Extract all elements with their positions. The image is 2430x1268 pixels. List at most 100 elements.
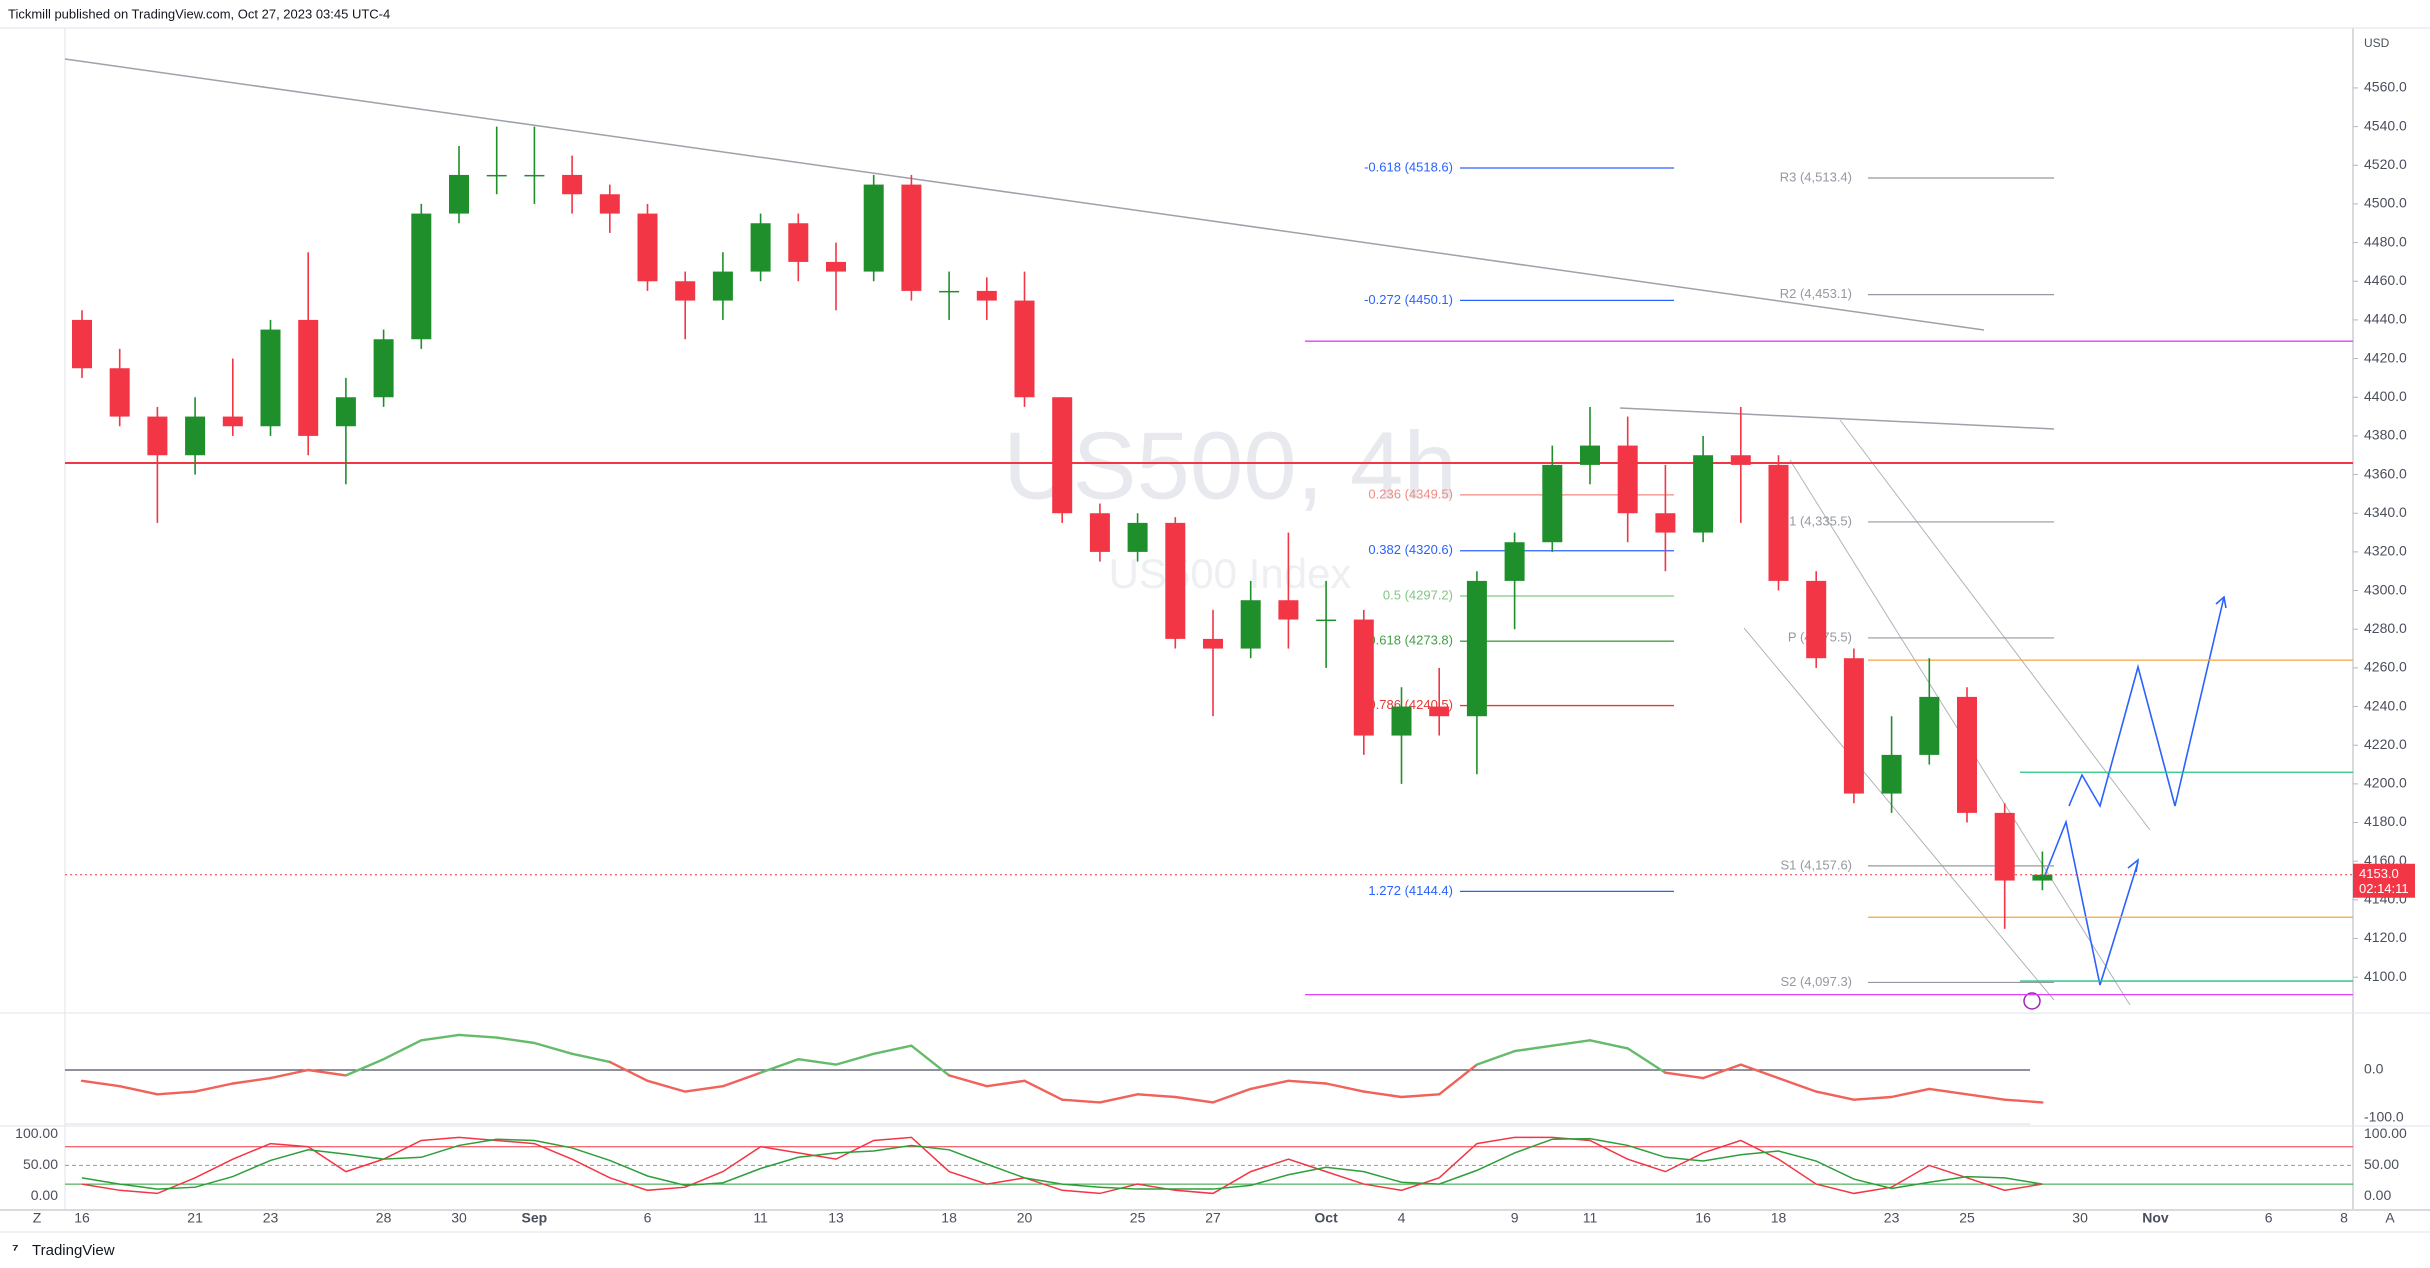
x-tick-label: 20: [1017, 1210, 1033, 1226]
candle-body: [637, 213, 658, 282]
candle-body: [901, 184, 922, 291]
candle-body: [1957, 696, 1977, 813]
candle-body: [599, 194, 620, 214]
y-tick-label: 4460.0: [2364, 272, 2407, 288]
x-tick-label: 30: [2072, 1210, 2088, 1226]
x-tick-label: 28: [376, 1210, 392, 1226]
y-tick-label: 4280.0: [2364, 620, 2407, 636]
candle-body: [1655, 513, 1676, 533]
watermark: US500, 4h: [1003, 412, 1457, 519]
fib-label: 0.236 (4349.5): [1368, 486, 1453, 501]
fib-label: -0.272 (4450.1): [1364, 292, 1453, 307]
candle-body: [411, 213, 432, 340]
pivot-label: R1 (4,335.5): [1780, 513, 1852, 528]
x-tick-label: 25: [1959, 1210, 1975, 1226]
candle-body: [1730, 455, 1751, 465]
y-tick-label: 50.00: [23, 1156, 58, 1172]
oscillator-segment: [1098, 1093, 1139, 1104]
candle-body: [1429, 706, 1450, 717]
y-tick-label: 100.00: [2364, 1125, 2407, 1141]
x-tick-label: 4: [1398, 1210, 1406, 1226]
oscillator-segment: [1777, 1076, 1818, 1093]
x-tick-label: 21: [187, 1210, 203, 1226]
trendline: [1619, 407, 2055, 430]
x-tick-label: 27: [1205, 1210, 1221, 1226]
oscillator-segment: [1023, 1079, 1064, 1101]
fib-label: 1.272 (4144.4): [1368, 883, 1453, 898]
candle-body: [1881, 754, 1902, 794]
x-tick-label: 8: [2340, 1210, 2348, 1226]
candle-body: [1994, 812, 2015, 881]
pivot-label: R3 (4,513.4): [1780, 169, 1852, 184]
footer: [0, 1233, 2430, 1268]
candle-body: [185, 416, 206, 456]
candle-body: [1014, 300, 1035, 398]
x-tick-label: 6: [644, 1210, 652, 1226]
pivot-label: S2 (4,097.3): [1780, 974, 1852, 989]
candle-body: [109, 368, 130, 417]
candle-body: [976, 290, 997, 301]
oscillator-segment: [910, 1044, 951, 1077]
x-tick-label: Nov: [2142, 1210, 2169, 1226]
y-tick-label: 4260.0: [2364, 659, 2407, 675]
candle-body: [298, 319, 319, 436]
y-tick-label: 4500.0: [2364, 195, 2407, 211]
oscillator-segment: [1287, 1079, 1328, 1085]
y-tick-label: 4380.0: [2364, 427, 2407, 443]
y-tick-label: 4320.0: [2364, 543, 2407, 559]
oscillator-segment: [344, 1057, 385, 1077]
y-tick-label: 4120.0: [2364, 929, 2407, 945]
y-tick-label: 4220.0: [2364, 736, 2407, 752]
button[interactable]: A: [2385, 1210, 2395, 1226]
x-tick-label: 18: [1771, 1210, 1787, 1226]
pivot-label: R2 (4,453.1): [1780, 286, 1852, 301]
oscillator-segment: [231, 1076, 272, 1085]
y-tick-label: 4360.0: [2364, 465, 2407, 481]
x-tick-label: 9: [1511, 1210, 1519, 1226]
oscillator-segment: [1852, 1095, 1893, 1101]
y-tick-label: 4560.0: [2364, 79, 2407, 95]
oscillator-segment: [1814, 1090, 1856, 1101]
y-tick-label: -100.0: [2364, 1109, 2404, 1125]
fib-label: 0.382 (4320.6): [1368, 542, 1453, 557]
projection: [2042, 819, 2139, 986]
oscillator-segment: [156, 1090, 197, 1096]
candle-body: [1919, 696, 1940, 755]
oscillator-segment: [1136, 1093, 1177, 1099]
oscillator-segment: [1174, 1095, 1215, 1104]
oscillator-segment: [1664, 1071, 1705, 1080]
oscillator-segment: [533, 1041, 574, 1056]
fib-label: 0.618 (4273.8): [1368, 633, 1453, 648]
candle-body: [1504, 542, 1525, 581]
price-label: 4153.0: [2359, 866, 2399, 881]
candle-body: [1353, 619, 1374, 736]
candle-body: [863, 184, 884, 272]
candle-body: [1617, 445, 1638, 514]
y-tick-label: 4520.0: [2364, 156, 2407, 172]
channel-line: [1743, 627, 2055, 1001]
candle-body: [939, 290, 960, 293]
candle-body: [1466, 580, 1487, 717]
channel-line: [1839, 419, 2151, 831]
oscillator-segment: [985, 1079, 1026, 1088]
button[interactable]: Z: [33, 1210, 42, 1226]
y-tick-label: 4480.0: [2364, 233, 2407, 249]
oscillator-segment: [797, 1057, 838, 1066]
pivot-label: S1 (4,157.6): [1780, 857, 1852, 872]
oscillator-segment: [834, 1052, 875, 1066]
oscillator-segment: [721, 1071, 762, 1088]
x-tick-label: 6: [2265, 1210, 2273, 1226]
y-tick-label: 0.00: [2364, 1187, 2391, 1203]
y-tick-label: 4340.0: [2364, 504, 2407, 520]
candle-body: [826, 261, 846, 272]
candle-body: [1542, 464, 1563, 543]
candle-body: [222, 416, 243, 427]
trendline: [64, 58, 1985, 331]
fib-label: -0.618 (4518.6): [1364, 159, 1453, 174]
candle-body: [1316, 619, 1337, 622]
x-tick-label: Sep: [522, 1210, 548, 1226]
oscillator-segment: [1739, 1063, 1780, 1080]
event-icon[interactable]: [2023, 992, 2041, 1010]
x-tick-label: 23: [263, 1210, 279, 1226]
x-tick-label: 11: [1583, 1210, 1598, 1226]
